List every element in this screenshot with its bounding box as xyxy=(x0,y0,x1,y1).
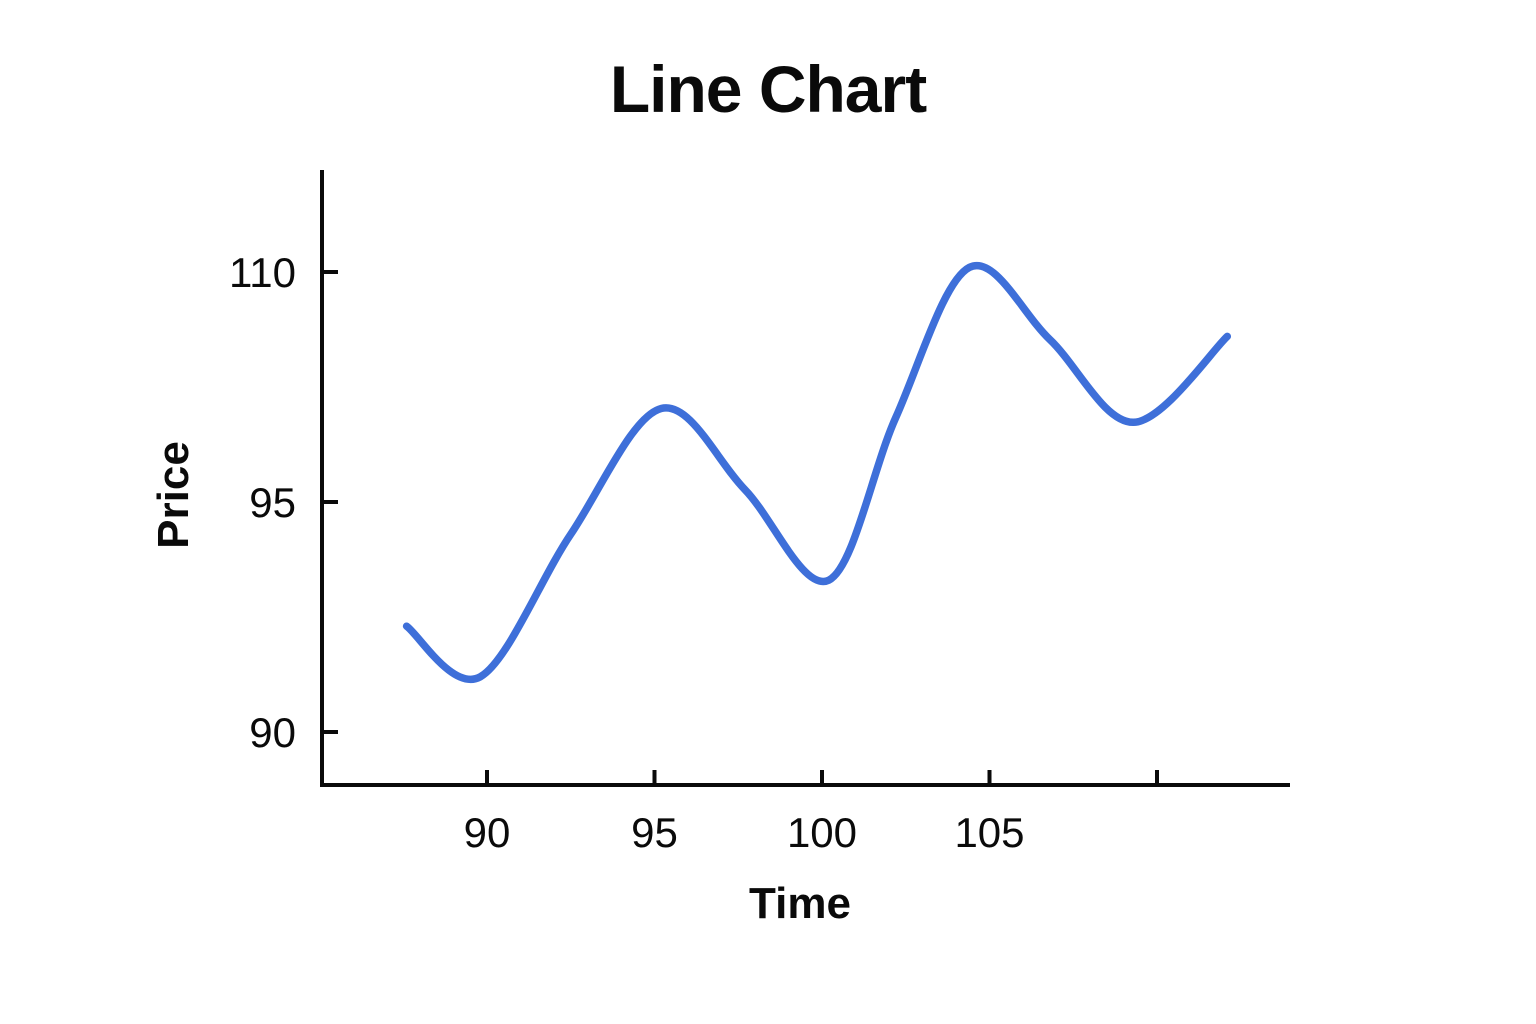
x-tick-label: 90 xyxy=(464,809,511,856)
axes xyxy=(320,170,1290,787)
x-tick-label: 105 xyxy=(954,809,1024,856)
y-tick-label: 110 xyxy=(229,249,296,296)
y-tick-label: 95 xyxy=(249,479,296,526)
x-tick-label: 95 xyxy=(631,809,678,856)
price-series-line xyxy=(402,261,1232,683)
x-axis-label: Time xyxy=(749,879,851,928)
y-tick-label: 90 xyxy=(249,709,296,756)
chart-title: Line Chart xyxy=(609,52,927,126)
axis-ticks: 90 95 100 105 110 95 90 xyxy=(229,249,1159,856)
x-tick-label: 100 xyxy=(787,809,857,856)
